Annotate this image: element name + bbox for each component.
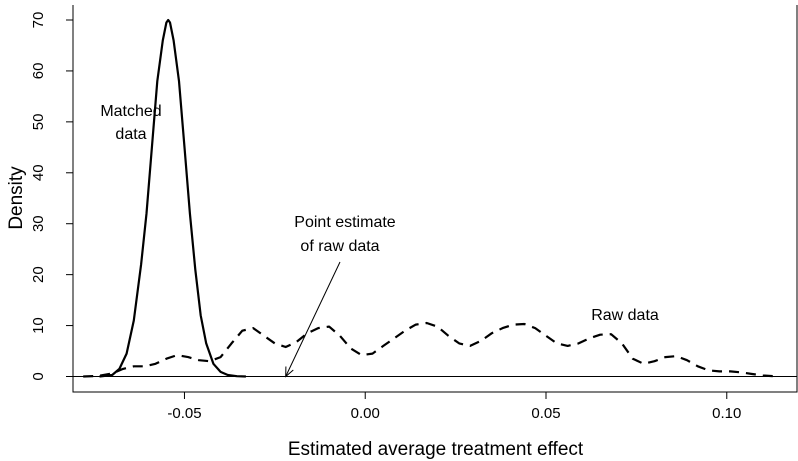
x-tick-label: 0.05 bbox=[531, 405, 560, 422]
y-tick-label: 40 bbox=[30, 164, 47, 181]
point-estimate-arrow bbox=[285, 261, 341, 377]
x-tick-label: 0.00 bbox=[351, 405, 380, 422]
y-axis-ticks: 0 10 20 30 40 50 60 70 bbox=[30, 12, 73, 381]
y-tick-label: 70 bbox=[30, 12, 47, 29]
y-tick-label: 10 bbox=[30, 317, 47, 334]
point-estimate-label-line1: Point estimate bbox=[294, 214, 395, 231]
matched-data-label-line1: Matched bbox=[100, 103, 161, 120]
y-tick-label: 0 bbox=[30, 372, 47, 380]
axes: -0.05 0.00 0.05 0.10 0 10 20 30 40 50 60 70 bbox=[30, 5, 798, 422]
y-tick-label: 60 bbox=[30, 63, 47, 80]
matched-data-density-line bbox=[99, 18, 246, 378]
y-tick-label: 50 bbox=[30, 114, 47, 131]
plot-frame bbox=[72, 5, 798, 393]
plot-area bbox=[73, 18, 797, 378]
raw-data-density-line bbox=[83, 321, 774, 378]
matched-data-label-line2: data bbox=[115, 126, 146, 143]
y-tick-label: 30 bbox=[30, 215, 47, 232]
point-estimate-arrowhead bbox=[285, 366, 294, 378]
point-estimate-label-line2: of raw data bbox=[300, 238, 379, 255]
x-tick-label: 0.10 bbox=[712, 405, 741, 422]
y-axis-title: Density bbox=[6, 166, 27, 230]
y-tick-label: 20 bbox=[30, 266, 47, 283]
raw-data-label: Raw data bbox=[591, 307, 659, 324]
x-axis-ticks: -0.05 0.00 0.05 0.10 bbox=[167, 392, 741, 422]
series-layer bbox=[83, 18, 774, 378]
x-tick-label: -0.05 bbox=[167, 405, 201, 422]
x-axis-title: Estimated average treatment effect bbox=[288, 439, 584, 460]
